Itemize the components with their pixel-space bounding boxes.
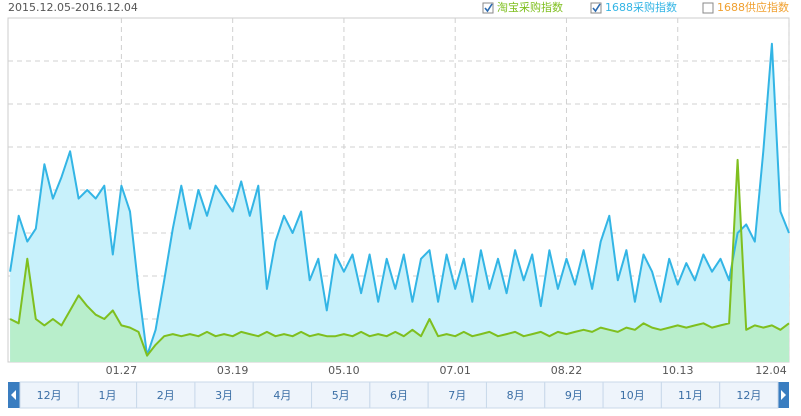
x-tick-label: 08.22 [551, 364, 583, 377]
nav-month: 4月 [273, 389, 291, 402]
nav-month: 10月 [620, 389, 645, 402]
nav-left-arrow-icon [11, 390, 16, 400]
nav-cell[interactable] [602, 381, 662, 409]
x-tick-label: 05.10 [328, 364, 360, 377]
legend-label[interactable]: 1688供应指数 [717, 0, 789, 14]
nav-month: 1月 [98, 389, 116, 402]
line [9, 42, 790, 357]
legend-check [484, 3, 493, 13]
nav-month: 9月 [565, 389, 583, 402]
nav-month: 7月 [448, 389, 466, 402]
nav-cell[interactable] [194, 381, 254, 409]
legend-checkbox[interactable] [590, 2, 602, 14]
x-tick-label: 01.27 [106, 364, 138, 377]
nav-month: 11月 [678, 389, 703, 402]
legend-check [592, 3, 601, 13]
nav-cell[interactable] [719, 381, 779, 409]
x-tick-label: 10.13 [662, 364, 694, 377]
nav-month: 2月 [157, 389, 175, 402]
nav-month: 6月 [390, 389, 408, 402]
nav-cell[interactable] [19, 381, 79, 409]
nav-cell[interactable] [311, 381, 371, 409]
nav-right-arrow-icon [781, 390, 786, 400]
nav-cell[interactable] [660, 381, 721, 409]
area [10, 159, 790, 362]
x-tick-label: 12.04 [755, 364, 787, 377]
nav-month: 8月 [507, 389, 525, 402]
nav-cell[interactable] [485, 381, 546, 409]
legend-label[interactable]: 1688采购指数 [605, 0, 677, 14]
nav-month: 3月 [215, 389, 233, 402]
x-tick-label: 03.19 [217, 364, 249, 377]
date-range: 2015.12.05-2016.12.04 [8, 1, 138, 14]
line [9, 158, 790, 357]
legend-checkbox[interactable] [482, 2, 494, 14]
legend-checkbox[interactable] [702, 2, 714, 14]
x-tick-label: 07.01 [439, 364, 471, 377]
nav-month: 12月 [37, 389, 62, 402]
nav-month: 12月 [736, 389, 761, 402]
nav-month: 5月 [332, 389, 350, 402]
legend-label[interactable]: 淘宝采购指数 [497, 0, 563, 14]
nav-cell[interactable] [427, 381, 487, 409]
